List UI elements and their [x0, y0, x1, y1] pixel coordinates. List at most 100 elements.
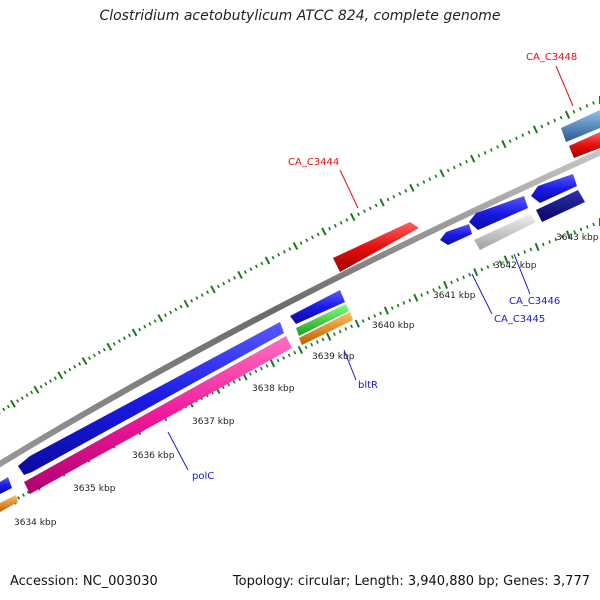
outer-tick-mark [458, 162, 462, 167]
gene-arrow-bltR[interactable] [299, 312, 353, 345]
inner-tick-mark [534, 242, 540, 251]
outer-tick-mark [39, 384, 43, 389]
outer-tick-mark [333, 223, 337, 228]
tick-label: 3643 kbp [556, 233, 599, 243]
gene-label-CA_C3445[interactable]: CA_C3445 [494, 314, 545, 325]
outer-tick-mark [292, 242, 299, 251]
outer-tick-mark [112, 342, 116, 346]
inner-tick-mark [269, 359, 276, 368]
outer-tick-mark [16, 399, 20, 403]
inner-tick-mark [486, 265, 490, 269]
outer-tick-mark [264, 256, 271, 265]
outer-tick-mark [579, 107, 582, 111]
outer-tick-mark [465, 159, 468, 164]
outer-tick-mark [310, 235, 314, 240]
inner-tick-mark [592, 222, 595, 227]
inner-tick-mark [26, 490, 30, 495]
outer-tick-mark [392, 194, 396, 199]
inner-tick-mark [310, 342, 314, 347]
map-title: Clostridium acetobutylicum ATCC 824, com… [99, 8, 501, 24]
gene-arrow-navy[interactable] [536, 190, 585, 222]
leader-polC [167, 431, 189, 471]
outer-tick-mark [477, 153, 481, 158]
gene-arrow-CA_C3444[interactable] [333, 222, 419, 272]
outer-tick-mark [183, 299, 190, 308]
gene-arrow-CA_C3446[interactable] [474, 214, 536, 250]
outer-tick-mark [73, 365, 77, 369]
outer-tick-mark [227, 278, 231, 283]
outer-tick-mark [483, 151, 487, 155]
inner-tick-mark [354, 319, 360, 328]
inner-tick-mark [402, 301, 406, 305]
outer-tick-mark [345, 218, 349, 222]
outer-tick-mark [515, 136, 518, 141]
inner-tick-mark [287, 353, 291, 358]
inner-tick-mark [456, 277, 459, 282]
outer-tick-mark [81, 357, 88, 366]
tick-labels: 3634 kbp 3635 kbp 3636 kbp 3637 kbp 3638… [14, 233, 599, 528]
gene-label-CA_C3444[interactable]: CA_C3444 [288, 157, 339, 168]
outer-tick-mark [117, 339, 121, 343]
inner-tick-mark [17, 496, 21, 500]
tick-label: 3639 kbp [312, 352, 355, 362]
outer-tick-mark [439, 169, 445, 178]
gene-arrow-CA_C3445[interactable] [440, 224, 472, 245]
gene-arrow-green[interactable] [296, 304, 349, 336]
gene-arrow-blue-small[interactable] [290, 290, 345, 324]
gene-label-CA_C3448[interactable]: CA_C3448 [526, 52, 577, 63]
inner-tick-mark [338, 329, 342, 334]
outer-tick-mark [57, 371, 64, 380]
gene-arrow-blue-mid[interactable] [469, 196, 528, 230]
gene-label-CA_C3446[interactable]: CA_C3446 [509, 296, 560, 307]
outer-tick-mark [271, 255, 275, 260]
inner-tick-mark [450, 280, 453, 285]
outer-tick-mark [288, 247, 292, 251]
outer-tick-mark [328, 226, 332, 231]
outer-tick-mark [233, 276, 237, 280]
inner-tick-mark [503, 255, 509, 264]
outer-tick-mark [30, 390, 34, 395]
outer-tick-mark [131, 328, 138, 337]
outer-tick-mark [428, 177, 432, 181]
outer-tick-track [0, 96, 600, 414]
outer-tick-mark [521, 133, 525, 138]
outer-tick-mark [44, 382, 48, 386]
gene-arrow-blue-large[interactable] [18, 322, 284, 475]
gene-arrow-blue-edge[interactable] [0, 477, 12, 494]
gene-arrow-blue-right[interactable] [531, 174, 577, 203]
outer-tick-mark [210, 285, 216, 294]
inner-tick-mark [276, 358, 280, 363]
inner-tick-mark [573, 230, 577, 234]
gene-arrow-orange-edge[interactable] [0, 495, 18, 512]
outer-tick-mark [63, 370, 67, 375]
gene-label-polC[interactable]: polC [192, 471, 214, 482]
outer-tick-mark [282, 250, 286, 254]
outer-tick-mark [592, 101, 595, 105]
outer-tick-mark [585, 104, 589, 108]
inner-tick-mark [254, 369, 258, 374]
leader-bltR [343, 349, 357, 381]
outer-tick-mark [237, 270, 243, 279]
outer-tick-mark [422, 180, 426, 184]
outer-tick-mark [49, 379, 53, 383]
gene-label-bltR[interactable]: bltR [358, 380, 378, 391]
gene-arrow-polC[interactable] [24, 336, 292, 494]
outer-tick-mark [2, 407, 6, 412]
tick-label: 3636 kbp [132, 451, 175, 461]
tick-label: 3635 kbp [73, 484, 116, 494]
outer-tick-mark [254, 264, 258, 269]
outer-tick-mark [357, 212, 361, 216]
outer-tick-mark [157, 314, 164, 323]
inner-tick-mark [379, 311, 382, 316]
outer-tick-mark [200, 293, 204, 297]
gene-arrow-steelblue[interactable] [561, 110, 600, 142]
outer-tick-mark [138, 327, 142, 332]
outer-tick-mark [169, 310, 173, 315]
outer-tick-mark [195, 296, 199, 300]
inner-tick-mark [420, 293, 424, 297]
inner-tick-mark [565, 230, 571, 239]
inner-tick-mark [426, 290, 430, 295]
gene-arrow-red-right[interactable] [569, 132, 600, 158]
outer-tick-mark [260, 261, 264, 266]
inner-tick-mark [523, 250, 527, 254]
